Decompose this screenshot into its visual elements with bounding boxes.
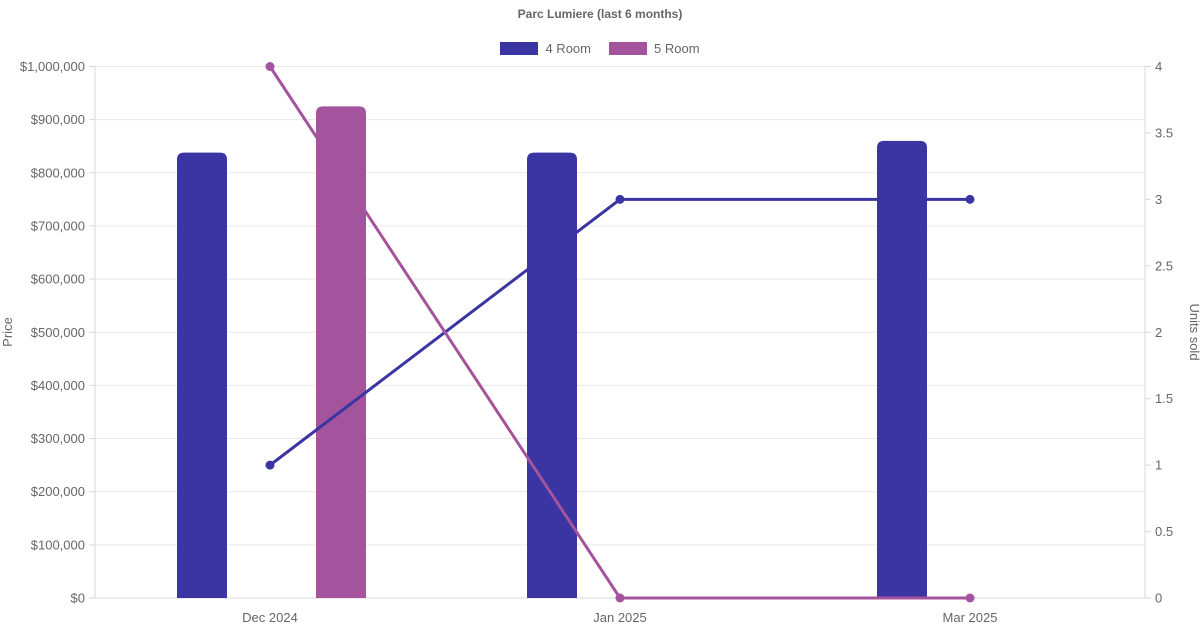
left-axis-tick-label: $400,000 xyxy=(31,378,85,393)
bar-4-room-jan-2025[interactable] xyxy=(527,152,577,598)
left-axis-tick-label: $600,000 xyxy=(31,272,85,287)
right-axis-tick-label: 4 xyxy=(1155,59,1162,74)
bar-5-room-dec-2024[interactable] xyxy=(316,106,366,599)
left-axis-tick-label: $300,000 xyxy=(31,431,85,446)
right-axis-tick-label: 2.5 xyxy=(1155,258,1173,273)
point-5-room-jan-2025[interactable] xyxy=(615,593,625,603)
left-axis-tick-label: $700,000 xyxy=(31,218,85,233)
legend-swatch-5-room xyxy=(609,42,647,55)
right-axis-tick-label: 3 xyxy=(1155,192,1162,207)
x-axis-label-dec-2024: Dec 2024 xyxy=(242,610,298,625)
point-4-room-dec-2024[interactable] xyxy=(265,460,275,470)
bar-4-room-dec-2024[interactable] xyxy=(177,152,227,598)
left-axis-tick-label: $1,000,000 xyxy=(20,59,85,74)
point-5-room-dec-2024[interactable] xyxy=(265,62,275,71)
point-4-room-jan-2025[interactable] xyxy=(615,194,625,204)
right-axis-title: Units sold xyxy=(1187,303,1200,360)
chart-legend: 4 Room 5 Room xyxy=(0,41,1200,56)
right-axis-tick-label: 1 xyxy=(1155,458,1162,473)
right-axis-tick-label: 3.5 xyxy=(1155,125,1173,140)
point-4-room-mar-2025[interactable] xyxy=(965,194,975,204)
left-axis-tick-label: $100,000 xyxy=(31,537,85,552)
right-axis-tick-label: 1.5 xyxy=(1155,391,1173,406)
legend-item-5-room[interactable]: 5 Room xyxy=(609,41,700,56)
chart-title: Parc Lumiere (last 6 months) xyxy=(517,7,683,21)
right-axis-tick-label: 0.5 xyxy=(1155,524,1173,539)
right-axis-tick-label: 2 xyxy=(1155,325,1162,340)
x-axis-label-mar-2025: Mar 2025 xyxy=(943,610,998,625)
left-axis-tick-label: $200,000 xyxy=(31,484,85,499)
left-axis-title: Price xyxy=(0,317,15,347)
left-axis-tick-label: $800,000 xyxy=(31,165,85,180)
right-axis-tick-label: 0 xyxy=(1155,591,1162,606)
left-axis-tick-label: $500,000 xyxy=(31,325,85,340)
point-5-room-mar-2025[interactable] xyxy=(965,593,975,603)
legend-swatch-4-room xyxy=(500,42,539,55)
left-axis-tick-label: $0 xyxy=(71,591,85,606)
left-axis-tick-label: $900,000 xyxy=(31,112,85,127)
legend-label-4-room: 4 Room xyxy=(545,41,591,56)
legend-label-5-room: 5 Room xyxy=(654,41,700,56)
bar-4-room-mar-2025[interactable] xyxy=(877,140,927,598)
legend-item-4-room[interactable]: 4 Room xyxy=(500,41,591,56)
x-axis-label-jan-2025: Jan 2025 xyxy=(593,610,647,625)
